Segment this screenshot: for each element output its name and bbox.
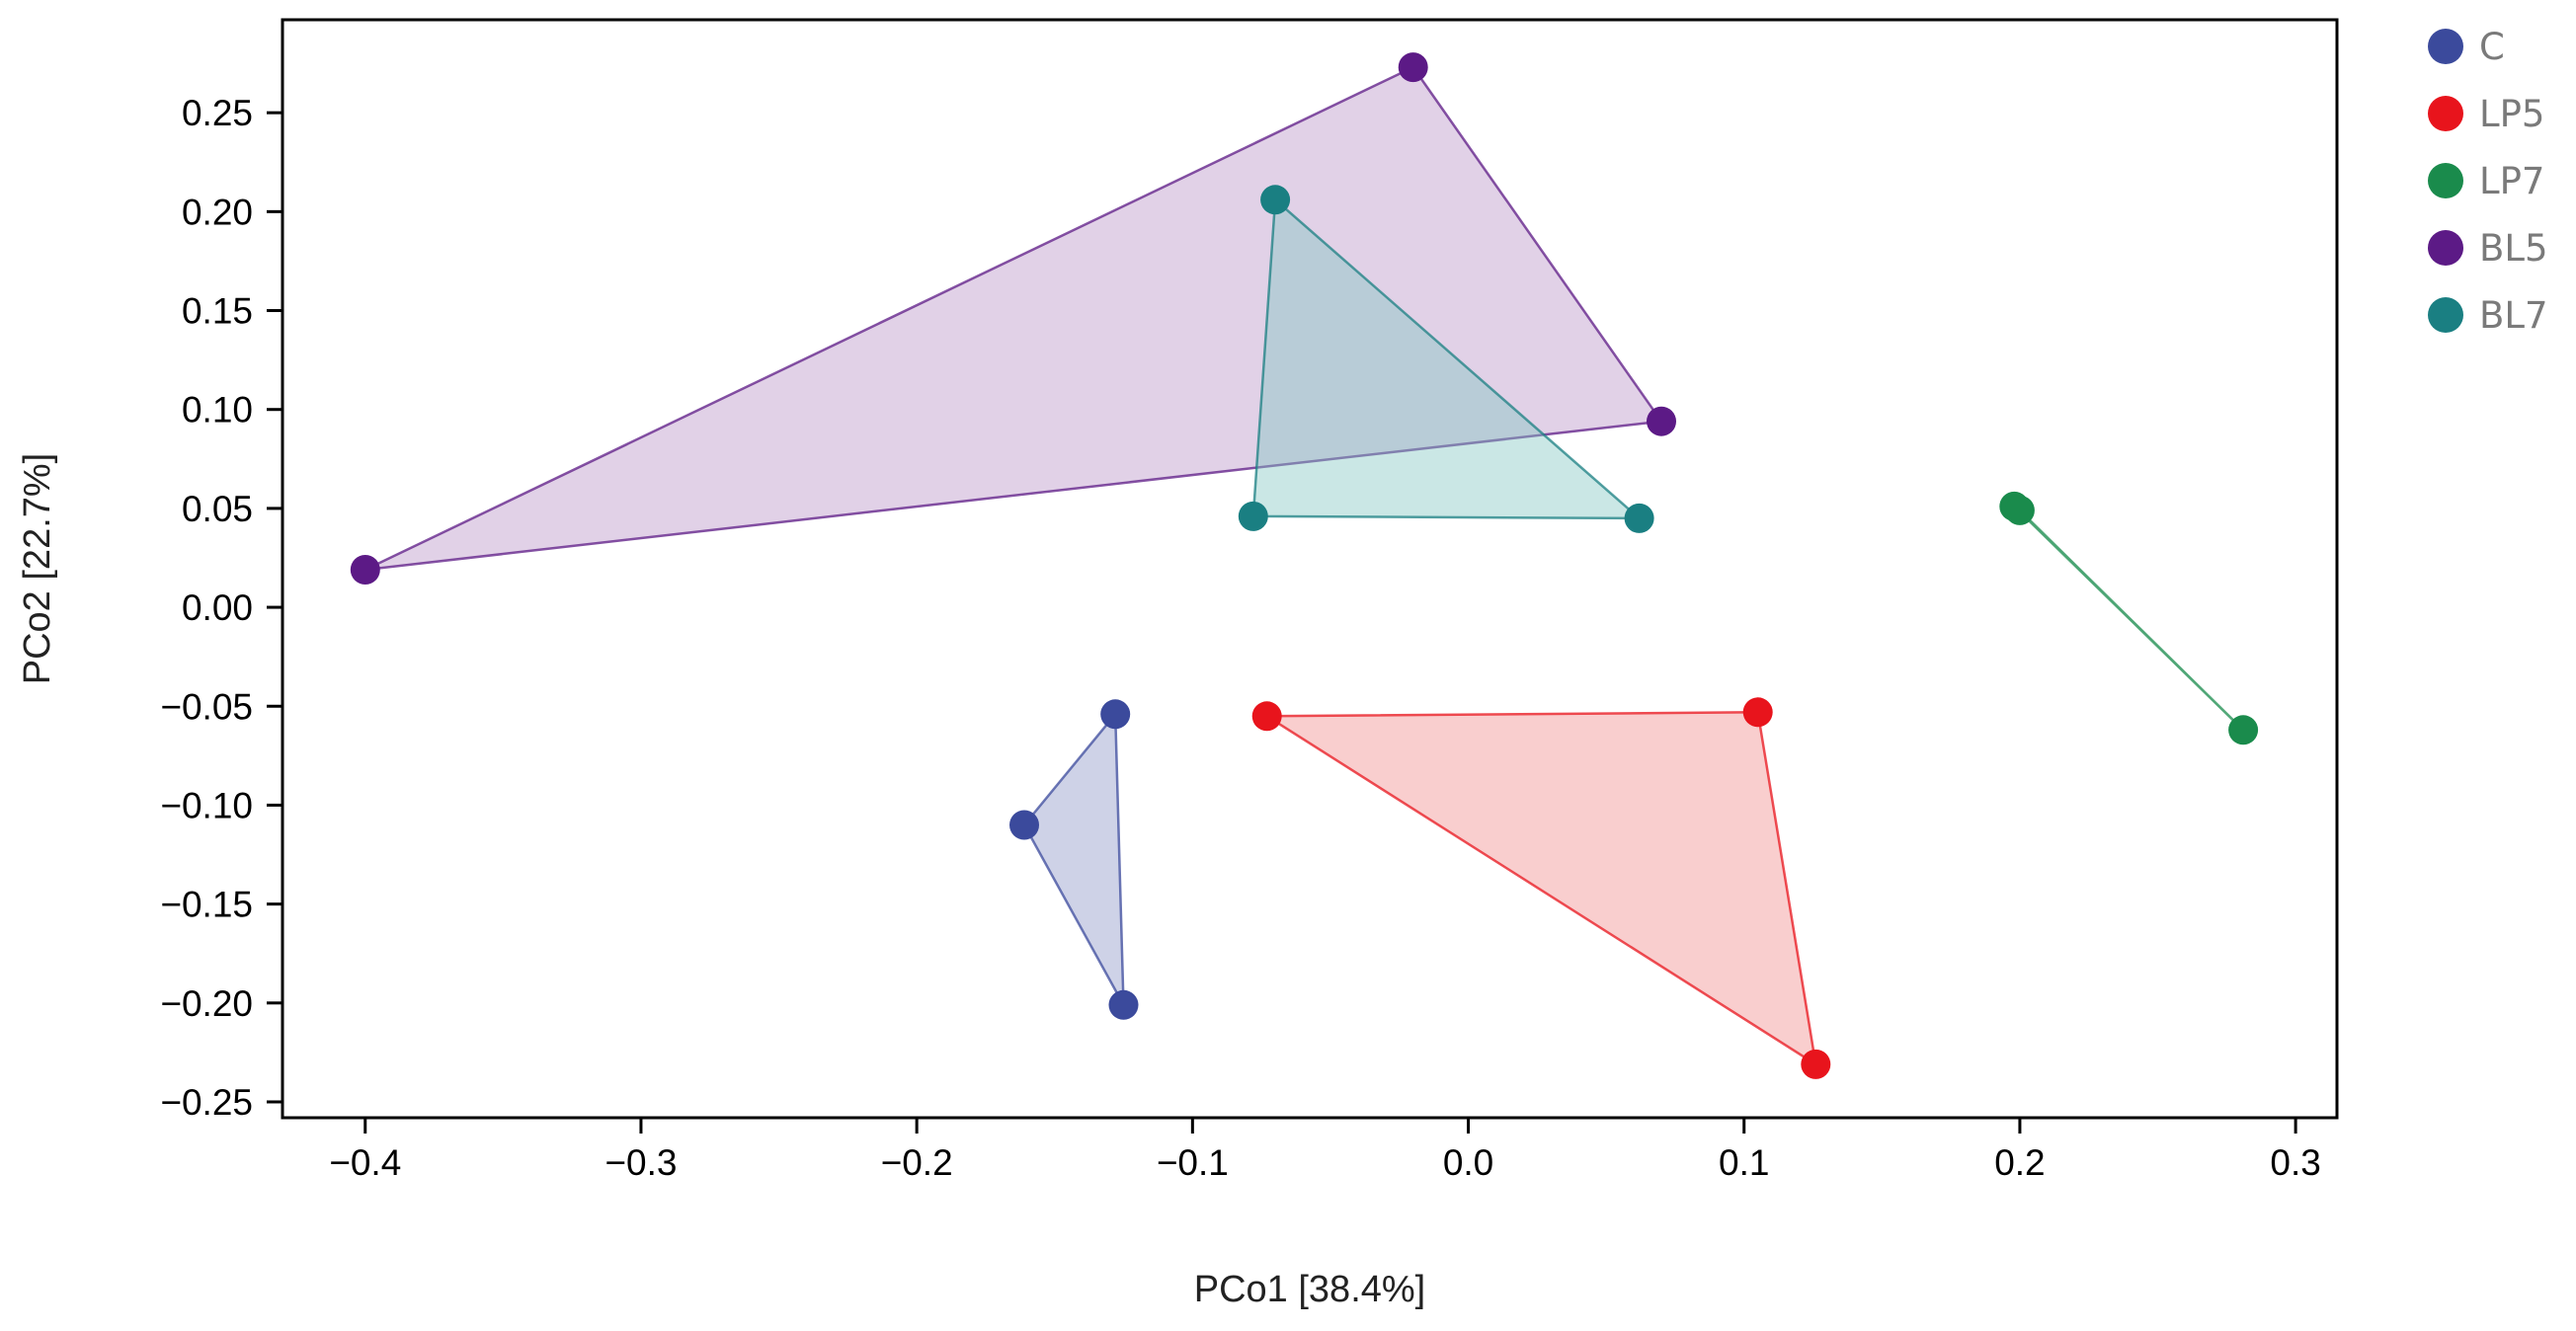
- point-lp5-3: [1801, 1049, 1831, 1079]
- x-tick-label: −0.3: [604, 1142, 677, 1183]
- x-tick-label: 0.2: [1994, 1142, 2045, 1183]
- y-tick-label: 0.20: [182, 192, 253, 232]
- x-tick-label: 0.3: [2270, 1142, 2320, 1183]
- x-tick-label: 0.0: [1443, 1142, 1493, 1183]
- y-tick-label: −0.10: [160, 785, 253, 825]
- x-tick-label: −0.1: [1157, 1142, 1229, 1183]
- point-bl7-2: [1238, 501, 1268, 531]
- point-bl7-3: [1624, 503, 1654, 533]
- legend-marker-lp7: [2428, 163, 2463, 198]
- group-hulls: [363, 65, 2245, 1066]
- y-tick-label: −0.15: [160, 885, 253, 925]
- point-lp5-2: [1742, 697, 1773, 728]
- legend: C LP5 LP7 BL5 BL7: [2428, 26, 2548, 337]
- point-c-2: [1009, 810, 1039, 840]
- y-tick-label: −0.20: [160, 983, 253, 1024]
- data-points: [350, 52, 2259, 1079]
- point-lp5-1: [1251, 701, 1282, 732]
- legend-label-bl7: BL7: [2479, 294, 2548, 337]
- y-tick-label: 0.10: [182, 390, 253, 431]
- x-tick-label: −0.2: [881, 1142, 953, 1183]
- hull-bl7: [1251, 198, 1641, 520]
- hull-c: [1022, 713, 1125, 1007]
- point-c-1: [1100, 699, 1131, 730]
- hull-bl5: [363, 65, 1663, 572]
- y-axis: 0.25 0.20 0.15 0.10 0.05 0.00 −0.05 −0.10 −0.15 −…: [160, 93, 282, 1123]
- x-tick-label: 0.1: [1719, 1142, 1769, 1183]
- x-tick-label: −0.4: [329, 1142, 401, 1183]
- x-axis: −0.4 −0.3 −0.2 −0.1 0.0 0.1 0.2 0.3: [329, 1118, 2321, 1183]
- point-bl5-3: [350, 555, 380, 585]
- point-bl5-2: [1647, 406, 1676, 436]
- y-tick-label: 0.00: [182, 587, 253, 628]
- point-lp7-2: [2004, 495, 2035, 525]
- legend-marker-bl7: [2428, 297, 2463, 333]
- legend-label-c: C: [2479, 26, 2505, 68]
- y-tick-label: 0.15: [182, 291, 253, 332]
- point-bl5-1: [1398, 52, 1428, 83]
- x-axis-title: PCo1 [38.4%]: [1194, 1269, 1425, 1310]
- hull-lp7: [2013, 505, 2245, 732]
- y-axis-title: PCo2 [22.7%]: [17, 453, 58, 684]
- y-tick-label: 0.05: [182, 489, 253, 529]
- legend-label-lp7: LP7: [2479, 160, 2544, 202]
- point-lp7-3: [2228, 715, 2259, 745]
- y-tick-label: −0.05: [160, 686, 253, 727]
- legend-marker-c: [2428, 29, 2463, 64]
- legend-label-lp5: LP5: [2479, 93, 2544, 135]
- point-c-3: [1108, 989, 1139, 1020]
- plot-frame: [281, 18, 2339, 1120]
- y-tick-label: 0.25: [182, 93, 253, 133]
- legend-marker-bl5: [2428, 230, 2463, 266]
- y-tick-label: −0.25: [160, 1082, 253, 1123]
- legend-label-bl5: BL5: [2479, 227, 2548, 270]
- legend-marker-lp5: [2428, 96, 2463, 131]
- hull-lp5: [1265, 711, 1817, 1066]
- point-bl7-1: [1260, 185, 1291, 215]
